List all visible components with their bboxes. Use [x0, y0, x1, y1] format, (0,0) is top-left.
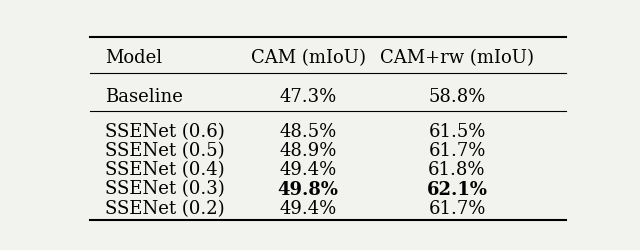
Text: 61.7%: 61.7% [428, 199, 486, 217]
Text: Baseline: Baseline [105, 88, 182, 106]
Text: 61.5%: 61.5% [428, 122, 486, 140]
Text: SSENet (0.4): SSENet (0.4) [105, 160, 225, 178]
Text: SSENet (0.5): SSENet (0.5) [105, 141, 225, 159]
Text: 48.5%: 48.5% [280, 122, 337, 140]
Text: 47.3%: 47.3% [280, 88, 337, 106]
Text: SSENet (0.2): SSENet (0.2) [105, 199, 225, 217]
Text: 61.8%: 61.8% [428, 160, 486, 178]
Text: CAM (mIoU): CAM (mIoU) [251, 49, 365, 67]
Text: 58.8%: 58.8% [428, 88, 486, 106]
Text: 61.7%: 61.7% [428, 141, 486, 159]
Text: SSENet (0.6): SSENet (0.6) [105, 122, 225, 140]
Text: 49.8%: 49.8% [278, 180, 339, 198]
Text: 48.9%: 48.9% [280, 141, 337, 159]
Text: 49.4%: 49.4% [280, 160, 337, 178]
Text: 62.1%: 62.1% [426, 180, 488, 198]
Text: Model: Model [105, 49, 162, 67]
Text: CAM+rw (mIoU): CAM+rw (mIoU) [380, 49, 534, 67]
Text: 49.4%: 49.4% [280, 199, 337, 217]
Text: SSENet (0.3): SSENet (0.3) [105, 180, 225, 198]
